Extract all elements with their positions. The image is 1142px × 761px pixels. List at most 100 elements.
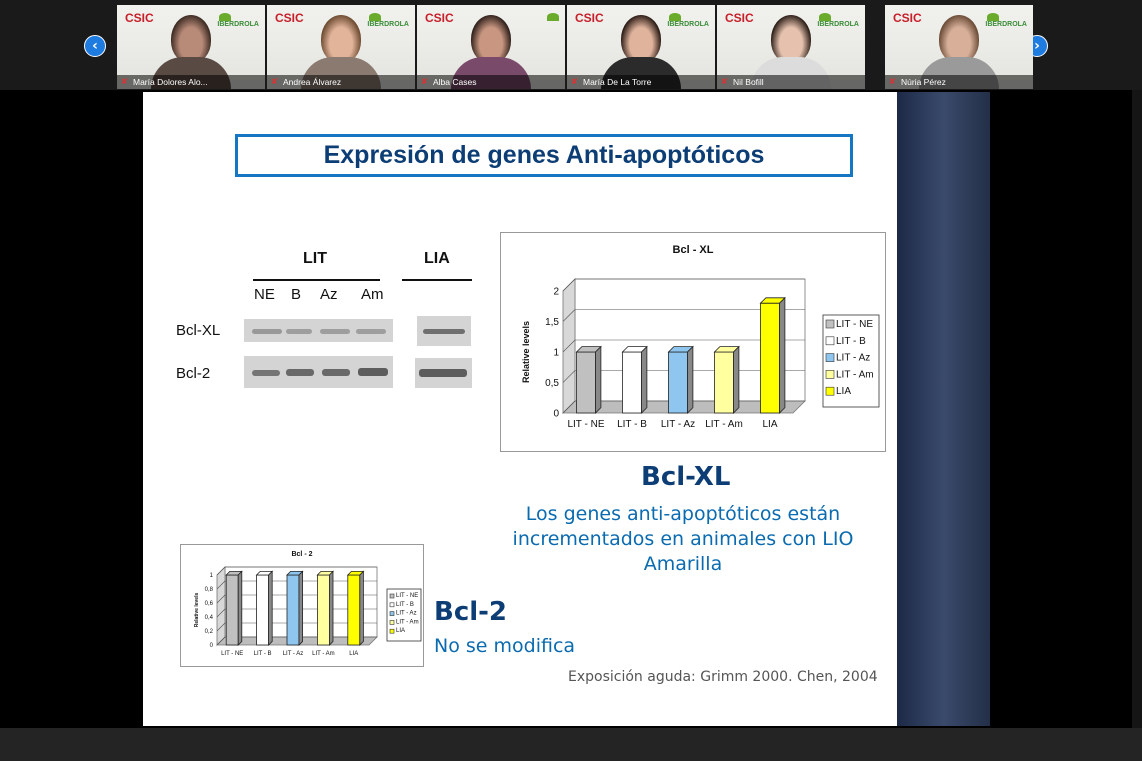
bar-side	[595, 345, 602, 414]
legend-swatch	[389, 611, 395, 616]
participant-name-bar: ✘ Alba Cases	[417, 75, 565, 89]
participant-name-bar: ✘ Andrea Álvarez	[267, 75, 415, 89]
bar-side	[268, 570, 273, 646]
legend-swatch	[825, 336, 835, 346]
bclxl-chart: 0 0,5 1 1,5 2 Bcl - XL Relative levels LIT - NE…	[500, 232, 886, 452]
participant-name-bar: ✘ Nil Bofill	[717, 75, 865, 89]
x-tick-label: LIT - Am	[312, 651, 335, 657]
participant-tile[interactable]: CSIC IBERDROLA ✘ Andrea Álvarez	[267, 5, 415, 89]
bar-side	[298, 570, 303, 646]
bclxl-chart-svg: 0 0,5 1 1,5 2 Bcl - XL Relative levels LIT - NE…	[521, 244, 880, 430]
bar-side	[328, 570, 334, 646]
legend-label: LIT - NE	[836, 319, 873, 330]
lane-label: Am	[361, 286, 384, 303]
chart-side-wall	[216, 566, 226, 646]
x-tick-label: LIT - Az	[283, 651, 304, 657]
gridline	[216, 566, 226, 576]
bar	[225, 574, 239, 646]
chart-title: Bcl - XL	[673, 244, 714, 256]
legend-label: LIT - B	[396, 602, 414, 608]
row-label-bclxl: Bcl-XL	[176, 322, 221, 339]
legend-swatch	[389, 620, 395, 625]
legend-label: LIT - Am	[396, 619, 419, 625]
participant-tile[interactable]: CSIC IBERDROLA ✘ Nil Bofill	[717, 5, 865, 89]
gridline	[562, 339, 576, 353]
mic-muted-icon: ✘	[721, 77, 728, 86]
y-tick-label: 0,5	[545, 378, 559, 389]
right-edge	[1132, 90, 1142, 728]
participant-name: Andrea Álvarez	[283, 77, 342, 87]
citation: Exposición aguda: Grimm 2000. Chen, 2004	[568, 669, 878, 685]
participant-name: María Dolores Alo...	[133, 77, 208, 87]
blot-strip-bcl2-lit	[244, 356, 393, 388]
y-tick-label: 0,8	[205, 587, 214, 593]
bcl2-text: No se modifica	[434, 635, 576, 657]
legend-swatch	[825, 370, 835, 379]
gridline	[216, 580, 226, 590]
csic-logo: CSIC	[893, 11, 922, 25]
lane-label: B	[291, 286, 302, 303]
bclxl-text-line-1: Los genes anti-apoptóticos están	[525, 503, 841, 525]
blot-group-lit: LIT	[303, 250, 327, 267]
csic-logo: CSIC	[125, 11, 154, 25]
mic-muted-icon: ✘	[889, 77, 896, 86]
bar	[760, 302, 780, 414]
participants-strip: ‹ › CSIC IBERDROLA ✘ María Dolores Alo... CS…	[0, 0, 1142, 90]
bar	[714, 351, 734, 414]
y-tick-label: 0,6	[205, 601, 214, 607]
x-tick-label: LIT - B	[254, 651, 272, 657]
gridline	[216, 636, 226, 646]
blot-strip-bcl2-lia	[415, 358, 472, 388]
bar	[576, 351, 596, 414]
bcl2-chart: 0 0,2 0,4 0,6 0,8 1 Bcl - 2 Relative levels LIT …	[180, 544, 424, 667]
participant-tile[interactable]: CSIC IBERDROLA ✘ María Dolores Alo...	[117, 5, 265, 89]
legend-label: LIT - B	[836, 336, 866, 347]
csic-logo: CSIC	[425, 11, 454, 25]
participant-tile[interactable]: CSIC IBERDROLA ✘ Núria Pérez	[885, 5, 1033, 89]
blot-strip-bclxl-lit	[244, 319, 393, 342]
participant-name: Alba Cases	[433, 77, 477, 87]
x-tick-label: LIA	[349, 651, 358, 657]
lit-underline	[253, 279, 380, 281]
participant-name-bar: ✘ María De La Torre	[567, 75, 715, 89]
bar-side	[779, 296, 786, 414]
gridline	[562, 278, 576, 292]
bar	[668, 351, 688, 414]
gridline	[216, 608, 226, 618]
participant-name-bar: ✘ María Dolores Alo...	[117, 75, 265, 89]
presentation-slide: Expresión de genes Anti-apoptóticos LIT …	[143, 92, 897, 726]
gridline	[216, 594, 226, 604]
participant-tile[interactable]: CSIC ✘ Alba Cases	[417, 5, 565, 89]
slide-background-edge	[897, 92, 990, 726]
participant-name-bar: ✘ Núria Pérez	[885, 75, 1033, 89]
participant-tile[interactable]: CSIC IBERDROLA ✘ María De La Torre	[567, 5, 715, 89]
participant-name: Nil Bofill	[733, 77, 764, 87]
mic-muted-icon: ✘	[421, 77, 428, 86]
bar-side	[237, 570, 243, 646]
bar-side	[359, 570, 364, 646]
prev-participants-button[interactable]: ‹	[84, 35, 106, 57]
legend-label: LIA	[396, 628, 405, 634]
legend-label: LIT - Az	[836, 353, 870, 364]
legend-swatch	[389, 628, 395, 634]
bar	[316, 574, 330, 646]
y-tick-label: 1,5	[545, 317, 559, 328]
blot-strip-bclxl-lia	[417, 316, 471, 346]
iberdrola-logo: IBERDROLA	[985, 13, 1027, 28]
bar	[622, 351, 642, 414]
bottom-bar	[0, 728, 1142, 761]
legend-label: LIA	[836, 386, 851, 397]
gridline	[562, 309, 576, 322]
x-tick-label: LIT - NE	[567, 419, 604, 430]
participant-name: María De La Torre	[583, 77, 652, 87]
gridline	[562, 370, 576, 383]
bar	[286, 574, 300, 646]
lane-label: NE	[254, 286, 275, 303]
bar-side	[641, 345, 648, 414]
iberdrola-logo: IBERDROLA	[217, 13, 259, 28]
y-tick-label: 1	[210, 573, 214, 579]
bcl2-chart-svg: 0 0,2 0,4 0,6 0,8 1 Bcl - 2 Relative levels LIT …	[194, 551, 422, 657]
gridline	[562, 400, 576, 414]
legend-swatch	[389, 602, 395, 608]
x-tick-label: LIA	[762, 419, 777, 430]
